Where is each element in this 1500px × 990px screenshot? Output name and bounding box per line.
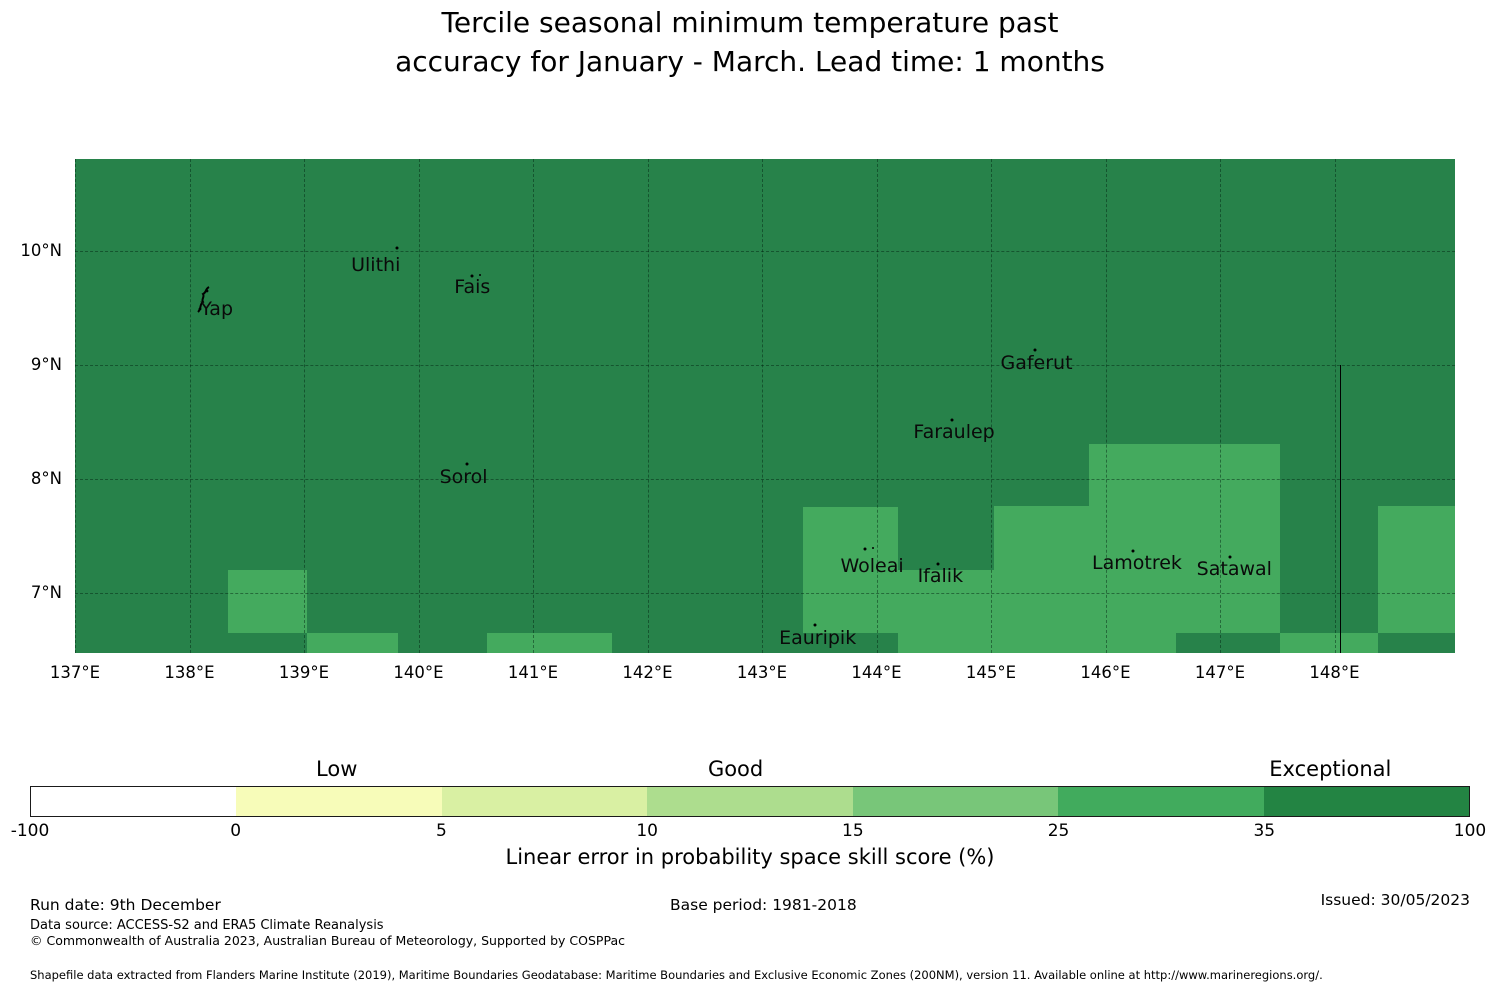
- map-gridline-horizontal: [75, 478, 1455, 480]
- island-marker-dot: [470, 274, 474, 278]
- island-marker-dot: [1131, 549, 1135, 553]
- colorbar-segment: [1263, 787, 1469, 816]
- colorbar-tick-label: -100: [10, 821, 50, 841]
- maritime-boundary-line: [1340, 364, 1342, 653]
- y-axis-tick-label: 7°N: [30, 582, 62, 602]
- island-label: Faraulep: [913, 420, 995, 443]
- chart-title-line2: accuracy for January - March. Lead time:…: [395, 45, 1105, 78]
- run-date-text: Run date: 9th December: [30, 896, 221, 914]
- map-gridline-vertical: [1220, 159, 1221, 653]
- island-label: Satawal: [1196, 557, 1272, 580]
- island-label: Lamotrek: [1092, 551, 1182, 574]
- chart-title: Tercile seasonal minimum temperature pas…: [0, 3, 1500, 81]
- x-axis-tick-label: 137°E: [49, 663, 101, 682]
- colorbar-segment: [1058, 787, 1264, 816]
- map-skill-region: [307, 632, 398, 653]
- island-marker-dot: [813, 623, 817, 627]
- map-gridline-vertical: [991, 159, 992, 653]
- x-axis-tick-label: 141°E: [507, 663, 559, 682]
- colorbar-tick-label: 25: [1047, 821, 1070, 841]
- map-skill-region: [487, 632, 612, 653]
- map-gridline-vertical: [533, 159, 534, 653]
- x-axis-tick-label: 138°E: [164, 663, 215, 682]
- colorbar-segment: [852, 787, 1059, 816]
- colorbar-tick-label: 0: [230, 821, 242, 841]
- colorbar: [30, 786, 1470, 817]
- colorbar-segment: [441, 787, 648, 816]
- map-skill-region: [1089, 443, 1280, 507]
- map-skill-region: [803, 507, 899, 633]
- map-gridline-vertical: [189, 159, 191, 653]
- colorbar-tick-label: 100: [1453, 821, 1487, 841]
- island-marker-dot: [479, 274, 482, 277]
- colorbar-tick-label: 5: [436, 821, 447, 841]
- island-label: Ifalik: [917, 565, 964, 588]
- island-label: Gaferut: [1000, 352, 1073, 375]
- map-gridline-vertical: [1334, 159, 1336, 653]
- island-marker-dot: [872, 546, 875, 549]
- issued-date-text: Issued: 30/05/2023: [1320, 891, 1470, 909]
- shapefile-attribution-text: Shapefile data extracted from Flanders M…: [30, 968, 1323, 982]
- colorbar-tick-label: 10: [636, 821, 658, 841]
- x-axis-tick-label: 142°E: [622, 663, 673, 682]
- map-skill-region: [994, 506, 1280, 633]
- island-marker-dot: [1228, 555, 1232, 559]
- map-gridline-vertical: [1105, 159, 1107, 653]
- island-label: Fais: [454, 276, 491, 299]
- island-marker-dot: [863, 547, 867, 551]
- colorbar-category-label: Good: [707, 757, 764, 781]
- map-gridline-vertical: [304, 159, 305, 653]
- island-marker-dot: [395, 246, 399, 250]
- base-period-text: Base period: 1981-2018: [670, 896, 857, 914]
- x-axis-tick-label: 144°E: [851, 663, 902, 682]
- x-axis-tick-label: 143°E: [736, 663, 788, 682]
- colorbar-segment: [31, 787, 237, 816]
- copyright-text: © Commonwealth of Australia 2023, Austra…: [30, 933, 625, 948]
- island-marker-yap-outline: [196, 286, 210, 313]
- map-skill-region: [898, 570, 995, 653]
- island-marker-dot: [950, 418, 954, 422]
- colorbar-category-label: Exceptional: [1269, 757, 1392, 781]
- chart-title-line1: Tercile seasonal minimum temperature pas…: [441, 6, 1059, 39]
- map-gridline-vertical: [762, 159, 763, 653]
- x-axis-tick-label: 145°E: [965, 663, 1017, 682]
- island-label: Eauripik: [779, 626, 857, 649]
- island-label: Ulithi: [351, 253, 401, 276]
- island-marker-dot: [1033, 348, 1036, 352]
- colorbar-segment: [236, 787, 442, 816]
- map-gridline-vertical: [647, 159, 649, 653]
- colorbar-category-label: Low: [316, 757, 358, 781]
- map-skill-region: [1279, 632, 1378, 653]
- map-gridline-horizontal: [75, 364, 1455, 366]
- island-marker-dot: [465, 462, 469, 466]
- map-skill-region: [1378, 506, 1455, 633]
- x-axis-tick-label: 146°E: [1080, 663, 1131, 682]
- colorbar-axis-label: Linear error in probability space skill …: [505, 845, 995, 869]
- map-skill-region: [228, 570, 308, 633]
- colorbar-segment: [647, 787, 853, 816]
- map-skill-region: [994, 632, 1177, 653]
- y-axis-tick-label: 8°N: [30, 468, 62, 488]
- data-source-text: Data source: ACCESS-S2 and ERA5 Climate …: [30, 918, 384, 933]
- map-gridline-horizontal: [75, 592, 1455, 594]
- x-axis-tick-label: 147°E: [1194, 663, 1246, 682]
- x-axis-tick-label: 139°E: [278, 663, 330, 682]
- map-gridline-vertical: [876, 159, 878, 653]
- colorbar-tick-label: 35: [1253, 821, 1276, 841]
- colorbar-tick-label: 15: [842, 821, 864, 841]
- y-axis-tick-label: 9°N: [30, 354, 62, 374]
- island-label: Sorol: [439, 466, 488, 489]
- map-gridline-vertical: [75, 159, 76, 653]
- map-plot-area: Yap Ulithi Fais Sorol Gaferut Faraulep Woleai I…: [75, 159, 1455, 653]
- map-gridline-vertical: [418, 159, 420, 653]
- x-axis-tick-label: 148°E: [1309, 663, 1360, 682]
- x-axis-tick-label: 140°E: [393, 663, 444, 682]
- island-marker-dot: [936, 562, 940, 566]
- island-label: Woleai: [840, 554, 904, 577]
- island-label: Yap: [200, 298, 234, 321]
- y-axis-tick-label: 10°N: [20, 240, 62, 260]
- map-gridline-horizontal: [75, 250, 1455, 252]
